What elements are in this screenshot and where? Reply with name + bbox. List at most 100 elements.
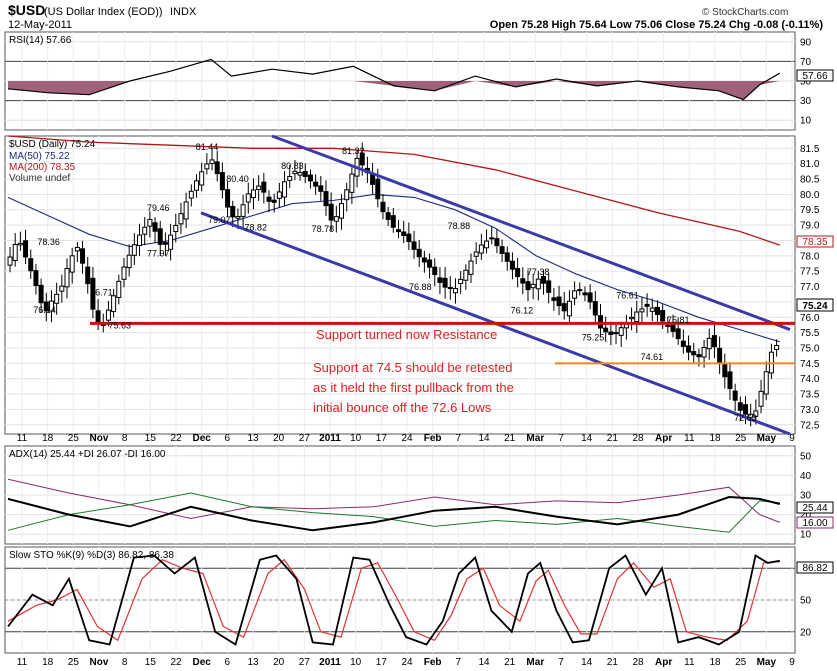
candle-body xyxy=(375,178,381,200)
candle-body xyxy=(541,276,547,284)
candle-body xyxy=(515,267,521,278)
x-tick-label: Dec xyxy=(192,433,211,444)
candle-body xyxy=(245,193,251,203)
x-tick-label: 14 xyxy=(581,657,593,668)
price-tick-label: 72.5 xyxy=(800,420,820,431)
x-tick-label: 6 xyxy=(225,657,231,668)
candle-body xyxy=(162,242,168,245)
x-tick-label: 8 xyxy=(122,657,128,668)
x-tick-label: 13 xyxy=(247,657,259,668)
candle-body xyxy=(421,257,427,263)
plus-di-line xyxy=(7,492,780,533)
candle-body xyxy=(484,240,490,249)
candle-body xyxy=(577,289,583,292)
price-point-label: 78.82 xyxy=(245,223,268,233)
candle-body xyxy=(225,189,231,208)
candle-body xyxy=(111,295,117,313)
candle-body xyxy=(753,410,759,417)
candle-body xyxy=(328,203,334,221)
candle-body xyxy=(204,163,210,170)
candle-body xyxy=(287,176,293,181)
candle-body xyxy=(489,237,495,240)
candle-body xyxy=(64,268,70,288)
candle-body xyxy=(69,255,75,273)
candle-body xyxy=(349,173,355,193)
price-tick-label: 81.5 xyxy=(800,144,820,155)
price-point-label: 81.32 xyxy=(342,146,365,156)
candle-body xyxy=(401,231,407,237)
price-labels: 78.36 76.71 76.14 75.63 79.46 77.97 81.44 80.40… xyxy=(33,142,756,423)
x-tick-label: 14 xyxy=(478,433,490,444)
candle-body xyxy=(28,258,34,272)
candle-body xyxy=(7,256,13,266)
candle-body xyxy=(737,402,743,411)
x-tick-label: 21 xyxy=(607,433,619,444)
adx-tick-label: 20 xyxy=(800,510,812,521)
candle-body xyxy=(271,199,277,203)
x-tick-label: 22 xyxy=(170,657,182,668)
candle-body xyxy=(385,212,391,220)
x-tick-label: 7 xyxy=(456,433,462,444)
adx-line xyxy=(7,495,781,532)
candle-body xyxy=(85,266,91,285)
candle-body xyxy=(250,189,256,199)
last-price-label: 75.24 xyxy=(802,301,827,312)
x-tick-label: Nov xyxy=(90,657,109,668)
adx-series xyxy=(7,478,781,533)
price-point-label: 75.25 xyxy=(582,332,605,342)
x-tick-label: 8 xyxy=(122,433,128,444)
price-point-label: 78.36 xyxy=(37,237,60,247)
candle-body xyxy=(406,233,412,243)
candle-body xyxy=(157,228,163,245)
candle-body xyxy=(359,152,365,166)
x-tick-label: 22 xyxy=(170,433,182,444)
candle-body xyxy=(706,337,712,350)
rsi-series xyxy=(7,58,781,101)
x-tick-label: Mar xyxy=(526,433,544,444)
candle-body xyxy=(183,201,189,220)
candle-body xyxy=(494,238,500,247)
volume-legend: Volume undef xyxy=(9,173,70,184)
ohlc-summary: Open 75.28 High 75.64 Low 75.06 Close 75… xyxy=(490,19,824,31)
price-point-label: 76.14 xyxy=(33,305,56,315)
x-tick-label: 7 xyxy=(558,657,564,668)
candle-body xyxy=(525,281,531,291)
price-point-label: 75.81 xyxy=(667,315,690,325)
price-point-label: 76.12 xyxy=(511,306,534,316)
candle-body xyxy=(17,242,23,246)
rsi-line xyxy=(7,58,781,101)
candle-body xyxy=(582,292,588,296)
support-annotation-3: initial bounce off the 72.6 Lows xyxy=(313,400,492,415)
x-tick-label: 15 xyxy=(145,433,157,444)
adx-tick-label: 10 xyxy=(800,530,812,541)
price-tick-label: 80.0 xyxy=(800,190,820,201)
candle-body xyxy=(535,278,541,290)
x-tick-label: May xyxy=(757,657,777,668)
candle-body xyxy=(691,351,697,356)
candle-body xyxy=(116,280,122,298)
x-tick-label: 27 xyxy=(299,657,311,668)
x-tick-label: Feb xyxy=(424,433,442,444)
rsi-tick-label: 50 xyxy=(800,77,812,88)
candle-body xyxy=(504,252,510,262)
watermark: © StockCharts.com xyxy=(702,7,788,18)
rsi-legend: RSI(14) 57.66 xyxy=(9,35,72,46)
candle-body xyxy=(80,248,86,264)
candle-body xyxy=(432,266,438,276)
x-tick-label: 13 xyxy=(247,433,259,444)
ma200-legend: MA(200) 78.35 xyxy=(9,162,76,173)
candle-body xyxy=(649,307,655,312)
x-tick-label: 6 xyxy=(225,433,231,444)
adx-legend: ADX(14) 25.44 +DI 26.07 -DI 16.00 xyxy=(9,449,166,460)
candle-body xyxy=(188,190,194,199)
candle-body xyxy=(561,303,567,312)
x-tick-label: Dec xyxy=(192,657,211,668)
candle-body xyxy=(59,285,65,292)
adx-value-box xyxy=(796,501,834,514)
y-axes: 907050301081.581.080.580.079.579.078.578… xyxy=(800,37,820,638)
x-tick-label: 18 xyxy=(709,433,721,444)
candle-body xyxy=(137,234,143,247)
price-point-label: 80.83 xyxy=(281,161,304,171)
adx-value-label: 25.44 xyxy=(802,503,827,514)
rsi-tick-label: 90 xyxy=(800,37,812,48)
